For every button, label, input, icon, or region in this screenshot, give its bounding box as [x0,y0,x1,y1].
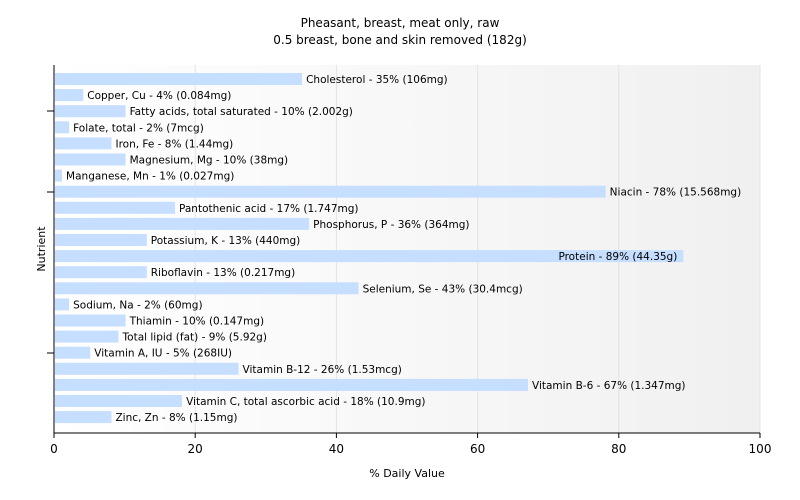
bar-data-label: Zinc, Zn - 8% (1.15mg) [115,412,237,424]
bar-data-label: Vitamin A, IU - 5% (268IU) [94,348,232,360]
x-tick-label: 0 [50,442,58,456]
x-tick-label: 60 [470,442,485,456]
bar-data-label: Fatty acids, total saturated - 10% (2.00… [130,106,353,118]
bar-data-label: Vitamin B-12 - 26% (1.53mcg) [243,364,402,376]
bar [55,169,63,182]
chart-subtitle: 0.5 breast, bone and skin removed (182g) [273,33,527,47]
bar [55,362,239,375]
x-tick-label: 100 [749,442,772,456]
bar [55,411,112,424]
bar-data-label: Selenium, Se - 43% (30.4mcg) [363,283,523,295]
bar-data-label: Protein - 89% (44.35g) [558,251,677,263]
bar [55,73,303,85]
bar-data-label: Niacin - 78% (15.568mg) [610,187,742,199]
bar-data-label: Sodium, Na - 2% (60mg) [73,299,202,311]
bar [55,137,112,150]
bar [55,121,70,134]
bar-data-label: Cholesterol - 35% (106mg) [306,74,448,86]
axes: 0 20 40 60 80 100 [47,65,771,456]
chart-title: Pheasant, breast, meat only, raw [301,16,500,30]
bar [55,89,84,102]
bar [55,201,176,214]
bar [55,234,147,246]
bar [55,346,91,359]
bar-data-label: Manganese, Mn - 1% (0.027mg) [66,171,234,183]
x-tick-label: 80 [611,442,626,456]
bar-data-label: Pantothenic acid - 17% (1.747mg) [179,203,358,215]
bar-data-label: Folate, total - 2% (7mcg) [73,122,204,134]
bar-data-label: Riboflavin - 13% (0.217mg) [151,267,295,279]
bar [55,378,529,391]
bar [55,282,359,295]
bar-data-label: Vitamin B-6 - 67% (1.347mg) [532,380,686,392]
bar-data-label: Thiamin - 10% (0.147mg) [129,316,265,328]
y-axis-label: Nutrient [35,226,48,272]
bar [55,298,70,311]
bar [55,250,684,263]
bar-data-label: Potassium, K - 13% (440mg) [151,235,301,247]
bar [55,330,119,343]
x-tick-label: 20 [188,442,203,456]
bar [55,217,310,230]
bar-data-label: Copper, Cu - 4% (0.084mg) [87,90,231,102]
bar [55,395,183,407]
bar-data-label: Total lipid (fat) - 9% (5.92g) [122,332,267,344]
bar [55,153,126,166]
x-tick-label: 40 [329,442,344,456]
plot-area [54,65,760,433]
x-axis-label: % Daily Value [369,467,445,480]
bar-data-label: Iron, Fe - 8% (1.44mg) [115,138,233,150]
bar-data-label: Phosphorus, P - 36% (364mg) [313,219,469,231]
bar [55,105,126,118]
bars: Cholesterol - 35% (106mg) Copper, Cu - 4%… [55,73,741,424]
bar [55,266,147,279]
bar-data-label: Magnesium, Mg - 10% (38mg) [130,155,289,167]
bar [55,314,126,327]
bar [55,185,606,198]
bar-data-label: Vitamin C, total ascorbic acid - 18% (10… [186,396,425,408]
